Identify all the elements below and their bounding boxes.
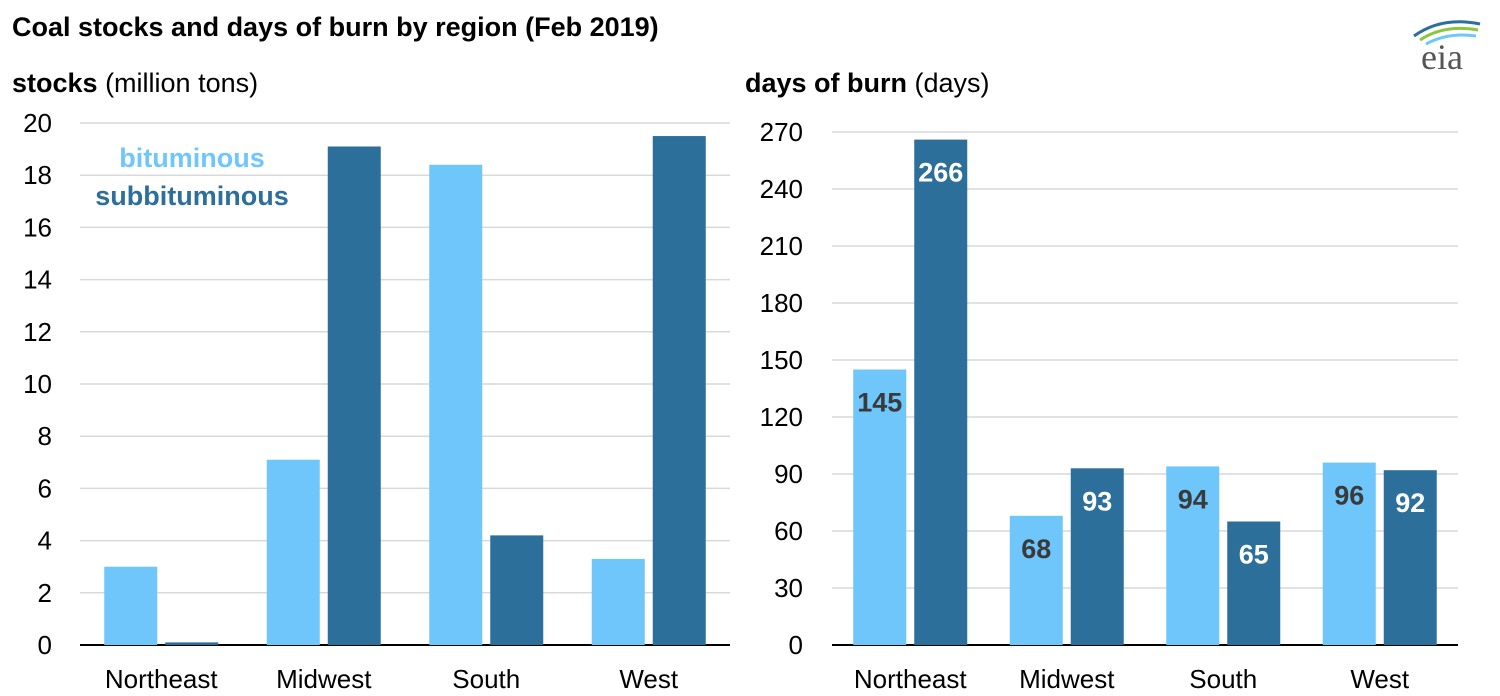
stocks-chart: stocks (million tons) 0 2 4 6 8 10 12 14 16 18 20 No… xyxy=(12,68,730,694)
bar-bituminous-northeast xyxy=(853,369,907,645)
y-tick-label: 270 xyxy=(760,117,803,147)
y-tick-label: 2 xyxy=(38,578,52,608)
bar-subbituminous-northeast xyxy=(914,139,968,645)
x-tick-label: South xyxy=(452,664,520,694)
y-tick-label: 90 xyxy=(774,459,803,489)
x-tick-label: South xyxy=(1189,664,1257,694)
y-tick-label: 6 xyxy=(38,473,52,503)
y-tick-label: 150 xyxy=(760,345,803,375)
bar-bituminous-northeast xyxy=(104,566,158,645)
x-tick-label: West xyxy=(619,664,679,694)
y-axis-title-bold: days of burn xyxy=(745,68,915,98)
y-tick-label: 4 xyxy=(38,526,52,556)
x-tick-label: Midwest xyxy=(276,664,372,694)
data-label: 93 xyxy=(1082,486,1112,516)
x-tick-label: Northeast xyxy=(854,664,967,694)
data-label: 96 xyxy=(1334,481,1364,511)
y-axis-title-bold: stocks xyxy=(12,68,105,98)
legend-entry-subbituminous: subbituminous xyxy=(95,181,288,211)
bar-subbituminous-south xyxy=(490,535,544,645)
y-tick-label: 12 xyxy=(23,317,52,347)
y-axis-title-unit: (days) xyxy=(915,68,990,98)
eia-logo: eia xyxy=(1413,20,1481,74)
y-tick-label: 210 xyxy=(760,231,803,261)
y-tick-label: 60 xyxy=(774,516,803,546)
logo-arc-icon xyxy=(1413,20,1481,38)
y-axis-title: days of burn (days) xyxy=(745,68,990,98)
bar-bituminous-west xyxy=(591,558,645,645)
y-tick-label: 16 xyxy=(23,212,52,242)
x-tick-label: West xyxy=(1350,664,1410,694)
y-tick-label: 180 xyxy=(760,288,803,318)
y-tick-label: 14 xyxy=(23,265,52,295)
logo-arc-icon xyxy=(1419,26,1479,42)
logo-arc-icon xyxy=(1425,33,1477,46)
x-tick-label: Midwest xyxy=(1019,664,1115,694)
y-tick-label: 0 xyxy=(38,630,52,660)
legend-entry-bituminous: bituminous xyxy=(119,143,264,173)
y-tick-label: 0 xyxy=(789,630,803,660)
bar-bituminous-midwest xyxy=(1009,515,1063,645)
y-axis-title-unit: (million tons) xyxy=(105,68,258,98)
page-title: Coal stocks and days of burn by region (… xyxy=(12,12,659,42)
y-tick-label: 8 xyxy=(38,421,52,451)
bar-bituminous-midwest xyxy=(266,459,320,645)
bar-subbituminous-midwest xyxy=(327,146,381,646)
bar-subbituminous-west xyxy=(1383,470,1437,645)
data-label: 145 xyxy=(857,388,902,418)
data-label: 266 xyxy=(918,158,963,188)
bar-subbituminous-west xyxy=(652,136,706,646)
bar-subbituminous-northeast xyxy=(165,642,219,645)
bar-bituminous-west xyxy=(1322,462,1376,645)
y-tick-label: 10 xyxy=(23,369,52,399)
logo-text: eia xyxy=(1421,37,1463,74)
y-tick-label: 20 xyxy=(23,108,52,138)
bar-bituminous-south xyxy=(429,164,483,645)
y-tick-label: 30 xyxy=(774,573,803,603)
data-label: 65 xyxy=(1239,540,1269,570)
data-label: 68 xyxy=(1021,534,1051,564)
x-tick-label: Northeast xyxy=(105,664,218,694)
y-tick-label: 18 xyxy=(23,160,52,190)
data-label: 92 xyxy=(1395,488,1425,518)
data-label: 94 xyxy=(1178,484,1208,514)
bar-bituminous-south xyxy=(1166,466,1220,645)
y-axis-title: stocks (million tons) xyxy=(12,68,258,98)
bar-subbituminous-south xyxy=(1227,521,1281,645)
bar-subbituminous-midwest xyxy=(1070,468,1124,645)
y-tick-label: 120 xyxy=(760,402,803,432)
y-tick-label: 240 xyxy=(760,174,803,204)
